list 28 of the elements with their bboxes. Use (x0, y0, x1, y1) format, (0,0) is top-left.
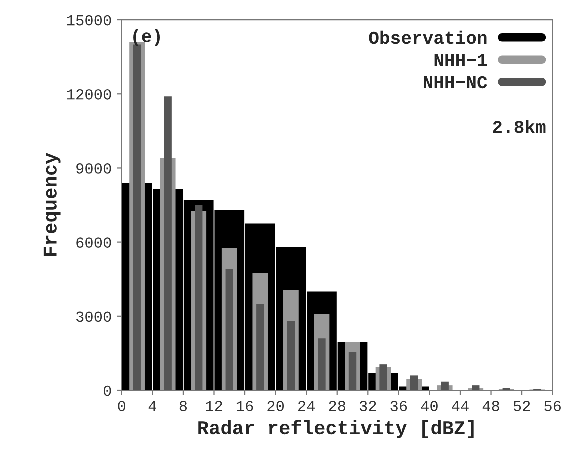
x-tick-label: 48 (482, 401, 500, 412)
x-tick-label: 44 (452, 401, 469, 412)
annotation: (e) (134, 29, 160, 46)
x-tick-label: 24 (298, 401, 315, 412)
x-tick-label: 0 (118, 401, 126, 412)
x-tick-label: 36 (390, 401, 408, 412)
y-tick-label: 12000 (67, 89, 112, 100)
x-axis-title: Radar reflectivity [dBZ] (198, 420, 474, 438)
x-tick-label: 40 (421, 401, 438, 412)
legend-label: NHH−1 (434, 54, 488, 66)
x-tick-label: 28 (329, 401, 346, 412)
x-tick-label: 56 (544, 401, 561, 412)
y-tick-label: 15000 (67, 15, 112, 26)
y-axis-title: Frequency (44, 153, 61, 256)
y-tick-label: 9000 (76, 164, 112, 174)
x-tick-label: 4 (148, 401, 156, 412)
y-tick-label: 0 (104, 386, 112, 396)
legend-label: Observation (369, 30, 487, 44)
y-tick-label: 3000 (76, 312, 112, 322)
legend-label: NHH−NC (424, 76, 488, 89)
annotation: 2.8km (493, 120, 546, 134)
x-tick-label: 32 (360, 401, 376, 412)
y-tick-label: 6000 (76, 238, 112, 248)
x-tick-label: 8 (180, 401, 188, 412)
x-tick-label: 52 (514, 401, 530, 412)
x-tick-label: 12 (206, 401, 222, 412)
x-tick-label: 20 (268, 401, 284, 412)
x-tick-label: 16 (236, 401, 254, 412)
